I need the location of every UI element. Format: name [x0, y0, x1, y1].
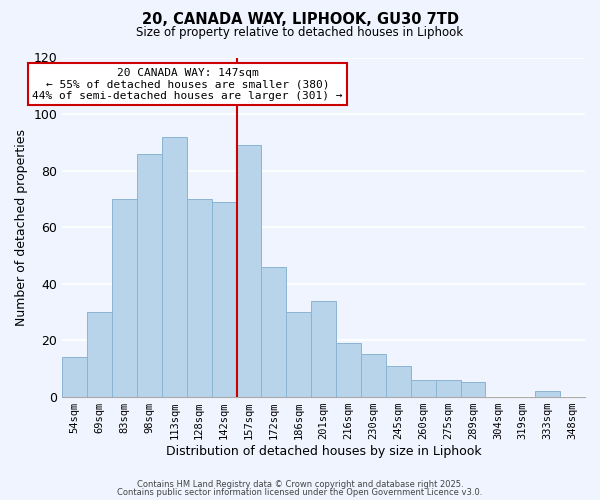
Y-axis label: Number of detached properties: Number of detached properties	[15, 128, 28, 326]
Bar	[162, 136, 187, 396]
Bar	[112, 199, 137, 396]
Bar	[87, 312, 112, 396]
Text: 20 CANADA WAY: 147sqm
← 55% of detached houses are smaller (380)
44% of semi-det: 20 CANADA WAY: 147sqm ← 55% of detached …	[32, 68, 343, 101]
Text: Contains public sector information licensed under the Open Government Licence v3: Contains public sector information licen…	[118, 488, 482, 497]
Bar	[236, 145, 262, 397]
Bar	[262, 266, 286, 396]
Bar	[62, 357, 87, 397]
Bar	[187, 199, 212, 396]
Bar	[137, 154, 162, 396]
Bar	[436, 380, 461, 396]
Bar	[535, 391, 560, 396]
Text: Contains HM Land Registry data © Crown copyright and database right 2025.: Contains HM Land Registry data © Crown c…	[137, 480, 463, 489]
Bar	[336, 343, 361, 396]
Bar	[361, 354, 386, 397]
Bar	[461, 382, 485, 396]
Bar	[311, 300, 336, 396]
Bar	[286, 312, 311, 396]
Bar	[411, 380, 436, 396]
Text: 20, CANADA WAY, LIPHOOK, GU30 7TD: 20, CANADA WAY, LIPHOOK, GU30 7TD	[142, 12, 458, 28]
Bar	[386, 366, 411, 396]
X-axis label: Distribution of detached houses by size in Liphook: Distribution of detached houses by size …	[166, 444, 481, 458]
Text: Size of property relative to detached houses in Liphook: Size of property relative to detached ho…	[136, 26, 464, 39]
Bar	[212, 202, 236, 396]
